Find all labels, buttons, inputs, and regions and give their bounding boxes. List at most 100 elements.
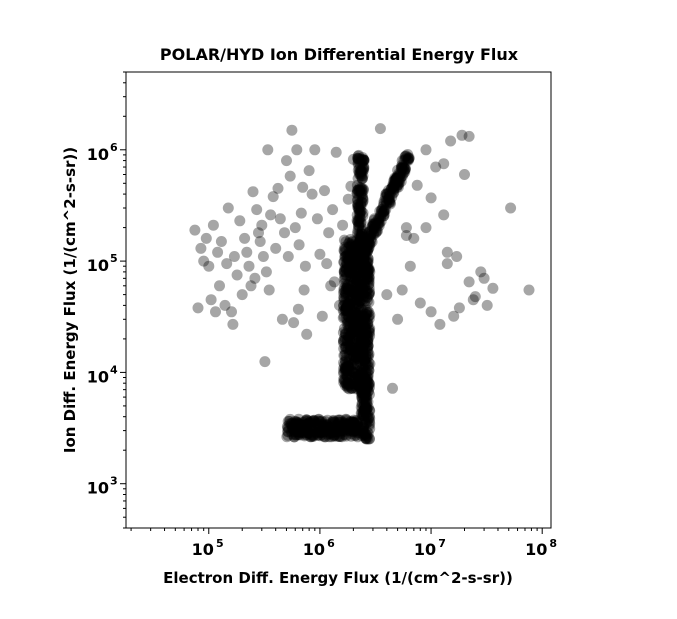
x-tick-label: 10 bbox=[192, 540, 214, 559]
data-point bbox=[236, 289, 248, 301]
data-point bbox=[352, 199, 364, 211]
data-point bbox=[309, 416, 321, 427]
data-point bbox=[350, 326, 361, 338]
data-point bbox=[355, 334, 367, 346]
data-point bbox=[344, 266, 356, 278]
data-point bbox=[293, 427, 305, 439]
data-point bbox=[338, 285, 350, 296]
data-point bbox=[438, 209, 450, 221]
data-point bbox=[358, 392, 370, 404]
data-point bbox=[339, 246, 351, 258]
data-point bbox=[355, 153, 367, 165]
data-point bbox=[351, 250, 363, 261]
data-point bbox=[351, 417, 363, 429]
data-point bbox=[362, 265, 374, 277]
data-point bbox=[399, 151, 411, 163]
data-point bbox=[289, 222, 301, 234]
data-point bbox=[350, 344, 362, 356]
data-point bbox=[301, 419, 313, 431]
data-point bbox=[395, 162, 407, 174]
data-point bbox=[359, 330, 371, 342]
data-point bbox=[386, 182, 398, 194]
data-point bbox=[355, 169, 367, 181]
data-point bbox=[355, 330, 367, 342]
data-point bbox=[352, 421, 364, 433]
data-point bbox=[316, 415, 328, 427]
data-point bbox=[305, 431, 317, 443]
data-point bbox=[361, 343, 373, 354]
data-point bbox=[355, 245, 367, 257]
data-point bbox=[333, 416, 344, 428]
data-point bbox=[376, 204, 388, 216]
data-point bbox=[360, 356, 372, 368]
data-point bbox=[291, 425, 303, 437]
data-point bbox=[306, 423, 318, 435]
data-point bbox=[345, 271, 357, 283]
data-point bbox=[346, 382, 358, 394]
data-point bbox=[345, 313, 357, 325]
data-point bbox=[357, 258, 368, 270]
data-point bbox=[353, 266, 365, 278]
data-point bbox=[327, 416, 339, 428]
data-point bbox=[334, 422, 346, 434]
data-point bbox=[357, 349, 369, 361]
data-point bbox=[362, 243, 374, 255]
data-point bbox=[358, 317, 370, 329]
data-point bbox=[338, 366, 350, 378]
data-point bbox=[339, 365, 351, 377]
data-point bbox=[362, 351, 374, 362]
data-point bbox=[338, 343, 350, 355]
data-point bbox=[352, 321, 364, 333]
data-point bbox=[364, 323, 376, 334]
data-point bbox=[358, 385, 369, 397]
data-point bbox=[347, 319, 359, 331]
data-point bbox=[354, 236, 366, 247]
data-point bbox=[349, 418, 361, 430]
data-point bbox=[364, 405, 376, 417]
data-point bbox=[352, 286, 364, 298]
data-point bbox=[361, 376, 373, 388]
data-point bbox=[342, 248, 354, 260]
data-point bbox=[381, 189, 393, 201]
data-point bbox=[357, 402, 368, 414]
data-point bbox=[338, 363, 350, 375]
data-point bbox=[402, 149, 414, 160]
data-point bbox=[362, 368, 374, 380]
data-point bbox=[357, 283, 369, 295]
data-point bbox=[360, 387, 372, 399]
data-point bbox=[361, 417, 373, 429]
data-point bbox=[348, 254, 360, 266]
data-point bbox=[355, 168, 367, 180]
data-point bbox=[355, 372, 367, 384]
data-point bbox=[351, 251, 363, 263]
data-point bbox=[308, 414, 320, 426]
chart-title: POLAR/HYD Ion Differential Energy Flux bbox=[160, 45, 519, 64]
data-point bbox=[355, 321, 367, 333]
data-point bbox=[352, 157, 364, 169]
data-point bbox=[344, 273, 356, 285]
data-point bbox=[356, 245, 368, 257]
data-point bbox=[221, 258, 233, 270]
data-point bbox=[303, 417, 315, 429]
data-point bbox=[339, 334, 351, 346]
data-point bbox=[295, 419, 307, 431]
data-point bbox=[362, 334, 374, 346]
data-point bbox=[351, 257, 363, 269]
data-point bbox=[362, 261, 373, 273]
data-point bbox=[341, 258, 352, 270]
data-point bbox=[301, 421, 313, 433]
data-point bbox=[363, 420, 375, 432]
data-point bbox=[360, 246, 372, 258]
data-point bbox=[286, 422, 298, 434]
data-point bbox=[345, 274, 357, 286]
data-point bbox=[387, 180, 399, 192]
data-point bbox=[292, 424, 304, 436]
data-point bbox=[299, 260, 311, 272]
data-point bbox=[359, 355, 371, 367]
data-point bbox=[300, 426, 312, 438]
data-point bbox=[313, 426, 325, 438]
data-point bbox=[321, 423, 333, 435]
data-point bbox=[355, 401, 367, 413]
data-point bbox=[353, 300, 365, 312]
data-point bbox=[363, 306, 375, 318]
